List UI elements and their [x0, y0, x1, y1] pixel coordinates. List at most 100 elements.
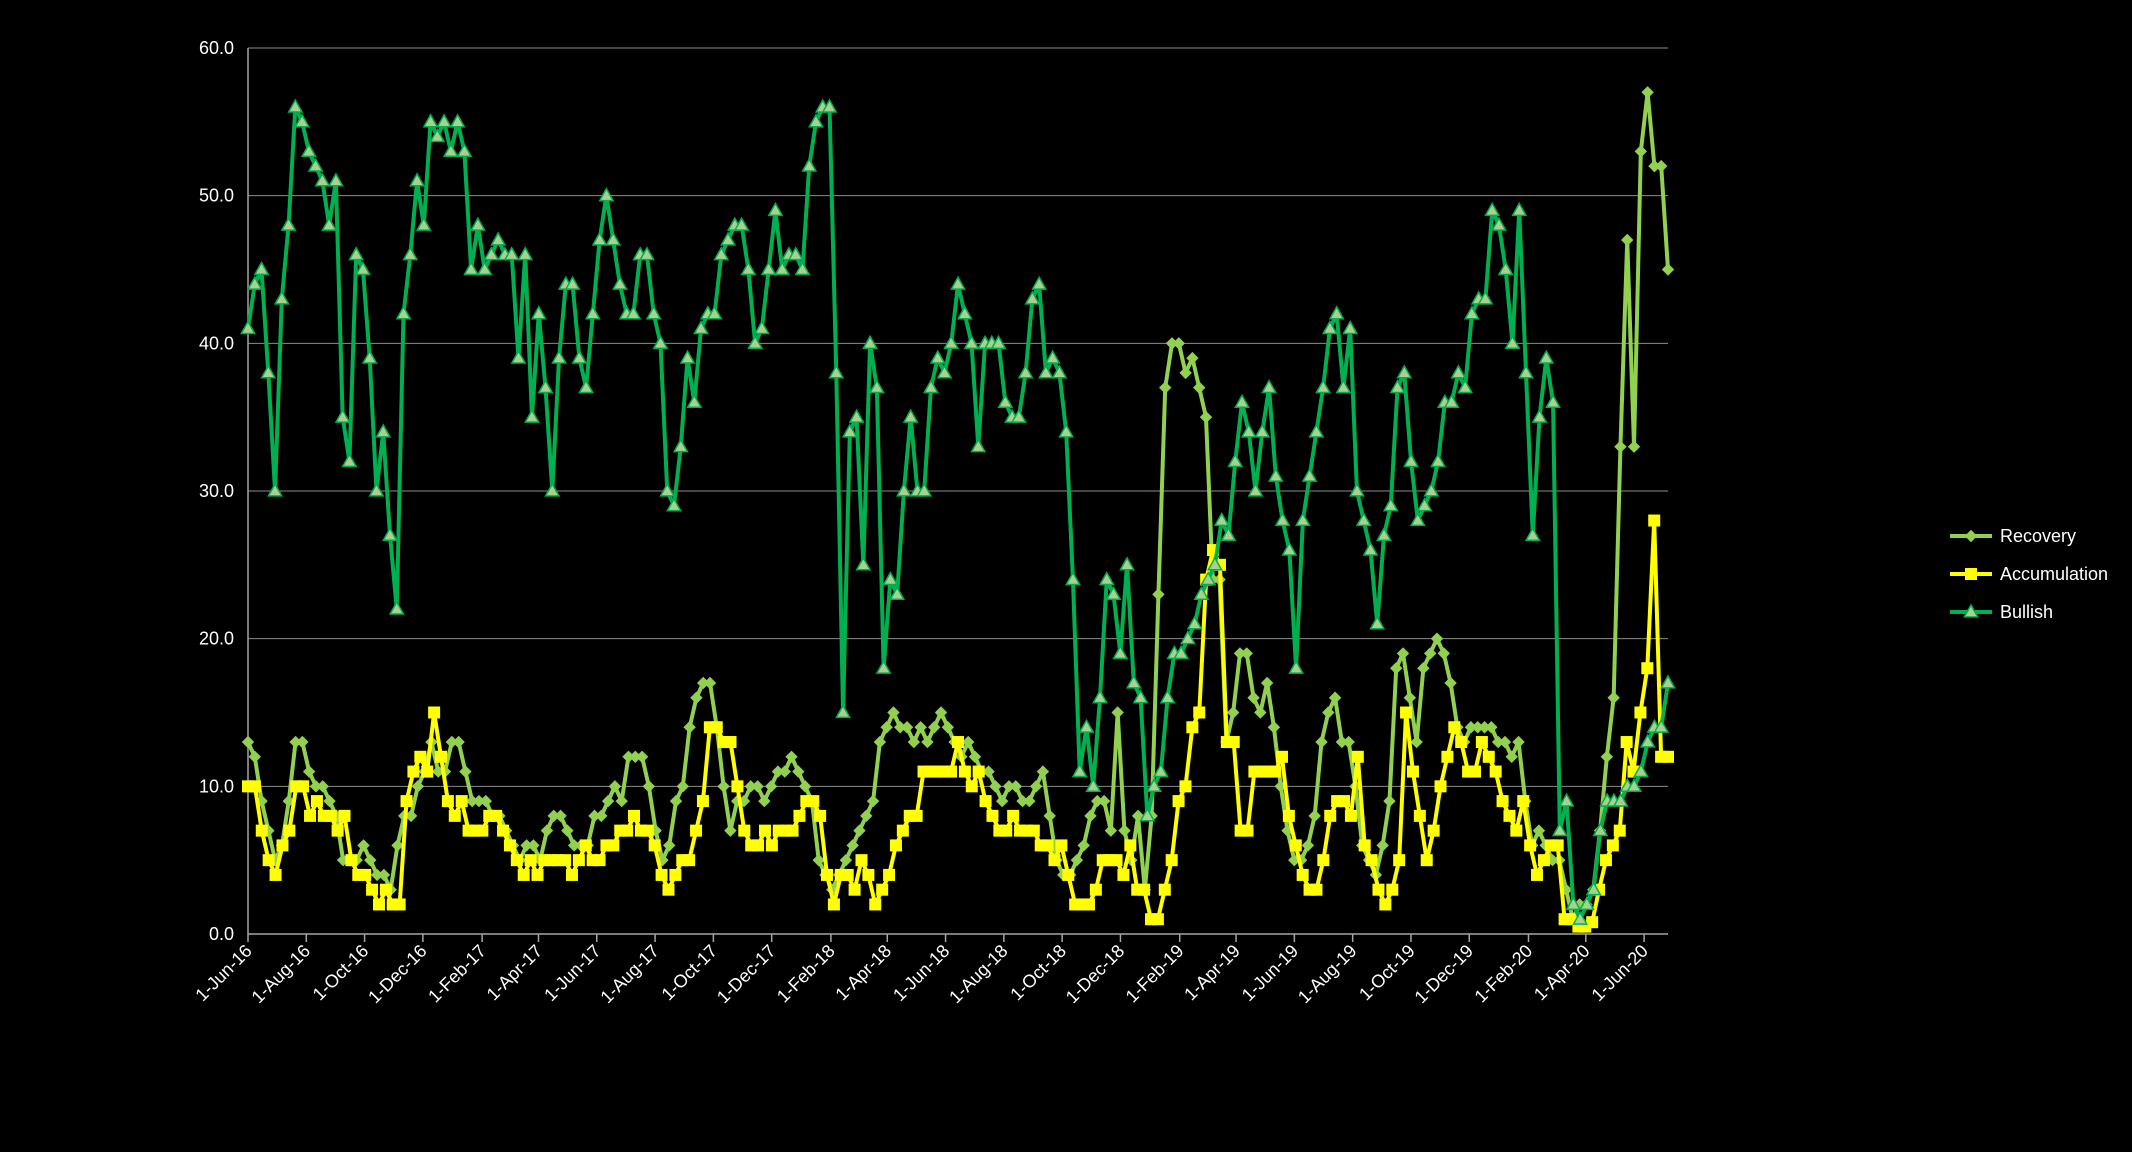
data-point-accumulation [855, 854, 868, 867]
data-point-recovery [1661, 263, 1675, 276]
data-point-accumulation [1165, 854, 1178, 867]
data-point-accumulation [1586, 916, 1599, 929]
data-point-accumulation [441, 795, 454, 808]
data-point-bullish [415, 216, 432, 231]
data-point-bullish [1247, 482, 1264, 497]
data-point-bullish [1362, 541, 1379, 556]
data-point-bullish [300, 142, 317, 158]
data-point-bullish [530, 305, 547, 320]
data-point-accumulation [889, 839, 902, 852]
legend-item-accumulation: Accumulation [1950, 564, 2108, 584]
data-point-bullish [321, 216, 338, 231]
data-point-recovery [683, 721, 696, 734]
data-point-accumulation [324, 809, 337, 822]
data-point-bullish [598, 187, 615, 202]
data-point-bullish [422, 113, 439, 128]
data-point-accumulation [1662, 750, 1674, 763]
data-point-recovery [1328, 691, 1342, 704]
data-point-bullish [902, 408, 919, 423]
data-point-bullish [923, 379, 939, 394]
data-point-bullish [551, 349, 567, 364]
data-point-bullish [524, 408, 540, 423]
data-point-recovery [391, 839, 404, 852]
data-point-accumulation [655, 868, 668, 881]
data-point-accumulation [1310, 883, 1323, 896]
data-point-bullish [463, 260, 480, 276]
x-tick-label: 1-Dec-19 [1411, 941, 1477, 1007]
data-point-accumulation [510, 854, 523, 867]
data-point-accumulation [435, 750, 448, 763]
data-point-accumulation [565, 868, 578, 881]
data-point-bullish [1633, 763, 1649, 778]
data-point-recovery [703, 676, 717, 690]
data-point-accumulation [1551, 839, 1564, 852]
data-point-accumulation [986, 809, 999, 822]
data-point-bullish [1477, 290, 1494, 305]
data-point-accumulation [1027, 824, 1040, 837]
data-point-bullish [1497, 260, 1514, 276]
data-point-accumulation [262, 854, 275, 867]
data-point-accumulation [400, 795, 413, 808]
data-point-bullish [1139, 807, 1156, 822]
x-tick-label: 1-Dec-16 [364, 941, 430, 1007]
data-point-bullish [841, 423, 858, 438]
data-point-bullish [246, 275, 263, 290]
data-point-accumulation [1365, 854, 1378, 867]
data-point-recovery [764, 780, 778, 793]
data-point-accumulation [1110, 854, 1123, 867]
data-point-accumulation [379, 883, 392, 896]
data-point-bullish [1355, 511, 1372, 527]
data-point-bullish [956, 305, 973, 320]
data-point-recovery [785, 750, 798, 764]
data-point-bullish [1017, 364, 1034, 379]
data-point-accumulation [1007, 809, 1020, 822]
data-point-accumulation [1344, 809, 1357, 822]
data-point-accumulation [738, 824, 751, 837]
data-point-bullish [882, 571, 899, 586]
data-point-accumulation [593, 854, 606, 867]
data-point-accumulation [455, 795, 468, 808]
data-point-accumulation [945, 765, 958, 778]
data-point-accumulation [1599, 854, 1612, 867]
x-tick-label: 1-Oct-19 [1355, 941, 1419, 1005]
data-point-recovery [921, 735, 934, 749]
data-point-bullish [314, 172, 331, 187]
data-point-recovery [866, 794, 880, 808]
data-point-recovery [357, 839, 370, 852]
data-point-recovery [1654, 159, 1668, 173]
data-point-bullish [963, 334, 980, 349]
data-point-bullish [1592, 822, 1609, 837]
data-point-bullish [868, 379, 885, 394]
data-point-accumulation [421, 765, 434, 778]
data-point-bullish [436, 113, 453, 128]
data-point-recovery [540, 824, 554, 837]
data-point-bullish [483, 246, 500, 261]
data-point-bullish [517, 246, 534, 261]
data-point-bullish [1227, 452, 1244, 468]
x-tick-label: 1-Feb-20 [1471, 941, 1537, 1007]
data-point-bullish [652, 334, 669, 349]
data-point-accumulation [1062, 868, 1075, 881]
data-point-recovery [669, 794, 683, 808]
data-point-bullish [1267, 467, 1284, 482]
data-point-accumulation [972, 765, 985, 778]
series-accumulation [242, 514, 1674, 933]
data-point-accumulation [1406, 765, 1419, 778]
data-point-bullish [1369, 615, 1386, 630]
data-point-bullish [753, 320, 770, 335]
data-point-bullish [571, 349, 588, 364]
data-point-bullish [1193, 585, 1210, 601]
data-point-accumulation [1496, 795, 1509, 808]
data-point-recovery [1430, 632, 1444, 645]
data-point-accumulation [724, 736, 737, 749]
data-point-recovery [663, 839, 676, 852]
data-point-accumulation [393, 898, 406, 911]
x-tick-label: 1-Oct-18 [1006, 941, 1070, 1005]
data-point-recovery [1104, 824, 1118, 837]
data-point-accumulation [517, 868, 530, 881]
data-point-recovery [724, 824, 737, 837]
y-tick-label: 50.0 [199, 186, 234, 206]
data-point-bullish [1511, 201, 1528, 217]
